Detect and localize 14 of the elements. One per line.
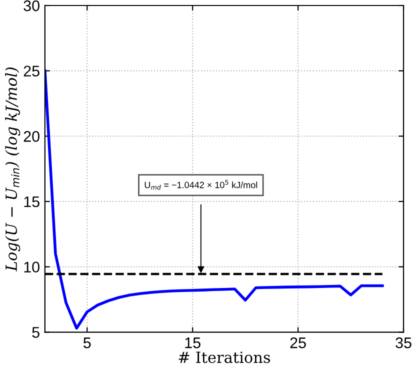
y-tick-label: 25 bbox=[24, 66, 40, 77]
x-tick-label: 5 bbox=[83, 338, 91, 348]
y-axis-title: Log(U − U$_{min}$) (log kJ/mol) bbox=[5, 68, 20, 272]
x-tick-label: 35 bbox=[396, 337, 412, 348]
annotation: U$_{md}$ = −1.0442 × 10$^{5}$ kJ/mol bbox=[144, 180, 258, 190]
y-tick-label: 5 bbox=[32, 327, 40, 338]
y-tick-label: 10 bbox=[24, 262, 40, 272]
line-series bbox=[44, 69, 384, 330]
y-tick-label: 15 bbox=[24, 196, 40, 208]
x-tick-label: 25 bbox=[290, 337, 306, 348]
x-tick-label: 15 bbox=[185, 338, 200, 348]
x-axis-title: # Iterations bbox=[178, 352, 270, 364]
y-tick-label: 30 bbox=[24, 0, 40, 12]
y-tick-label: 20 bbox=[24, 131, 40, 142]
